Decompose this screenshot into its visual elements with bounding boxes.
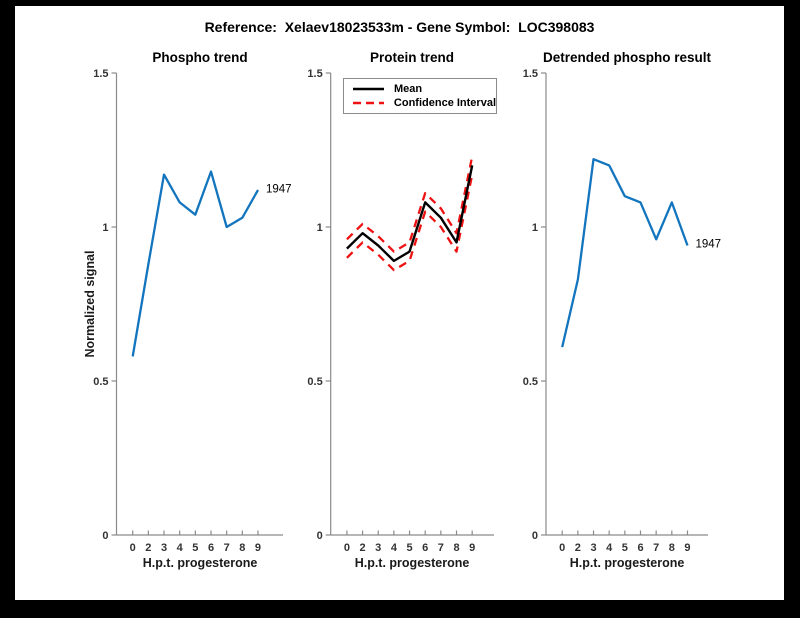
x-tick-label: 3 — [161, 542, 167, 554]
figure-title: Reference: Xelaev18023533m - Gene Symbol… — [204, 19, 595, 35]
y-tick-label: 0.5 — [523, 376, 538, 388]
x-tick-label: 9 — [684, 542, 690, 554]
x-axis-label: H.p.t. progesterone — [142, 556, 258, 570]
y-tick-label: 1.5 — [523, 68, 538, 80]
y-tick-label: 1 — [102, 222, 108, 234]
x-axis-label: H.p.t. progesterone — [354, 556, 470, 570]
y-tick-label: 0.5 — [93, 376, 108, 388]
x-tick-label: 6 — [422, 542, 428, 554]
legend: Mean Confidence Interval — [343, 78, 497, 114]
x-tick-label: 5 — [192, 542, 198, 554]
y-tick-label: 1 — [317, 222, 323, 234]
x-tick-label: 8 — [669, 542, 675, 554]
x-tick-label: 6 — [208, 542, 214, 554]
series-line-dashed — [346, 174, 474, 272]
y-tick-label: 0 — [532, 530, 538, 542]
x-tick-label: 2 — [145, 542, 151, 554]
x-tick-label: 7 — [653, 542, 659, 554]
y-tick-label: 1.5 — [93, 68, 108, 80]
series-line-solid — [561, 158, 689, 348]
x-tick-label: 7 — [438, 542, 444, 554]
series-line-dashed — [346, 155, 474, 253]
y-tick-label: 0.5 — [307, 376, 322, 388]
x-tick-label: 6 — [637, 542, 643, 554]
y-tick-label: 1 — [532, 222, 538, 234]
x-tick-label: 3 — [375, 542, 381, 554]
x-tick-label: 0 — [344, 542, 350, 554]
chart2-title: Protein trend — [369, 50, 454, 65]
x-tick-label: 9 — [255, 542, 261, 554]
mean-line-sample-icon — [353, 87, 384, 91]
confidence-interval-line-sample-icon — [353, 101, 384, 105]
x-tick-label: 7 — [224, 542, 230, 554]
chart1-title: Phospho trend — [152, 50, 248, 65]
x-tick-label: 5 — [406, 542, 412, 554]
x-tick-label: 3 — [590, 542, 596, 554]
plots-svg: 00.511.50 2 3 4 5 6 7 8 900.511.50 2 3 4 5 6 7 8 900.511… — [93, 68, 708, 554]
x-tick-label: 0 — [559, 542, 565, 554]
y-tick-label: 0 — [102, 530, 108, 542]
series-end-annotation: 1947 — [265, 183, 292, 196]
y-tick-label: 0 — [317, 530, 323, 542]
legend-entry-mean: Mean — [344, 83, 496, 95]
figure-canvas: Reference: Xelaev18023533m - Gene Symbol… — [15, 6, 784, 600]
x-tick-label: 4 — [177, 542, 184, 554]
chart3-title: Detrended phospho result — [542, 50, 711, 65]
x-tick-label: 9 — [469, 542, 475, 554]
x-tick-label: 2 — [359, 542, 365, 554]
legend-label-mean: Mean — [394, 83, 423, 95]
x-tick-label: 5 — [622, 542, 628, 554]
legend-label-confidence-interval: Confidence Interval — [393, 97, 496, 109]
legend-entry-confidence-interval: Confidence Interval — [344, 97, 496, 109]
y-tick-label: 1.5 — [307, 68, 322, 80]
x-tick-label: 8 — [453, 542, 459, 554]
series-line-solid — [131, 170, 260, 357]
x-tick-label: 2 — [575, 542, 581, 554]
x-axis-label: H.p.t. progesterone — [569, 556, 685, 570]
x-tick-label: 8 — [239, 542, 245, 554]
series-end-annotation: 1947 — [695, 238, 722, 251]
x-tick-label: 0 — [130, 542, 136, 554]
x-tick-label: 4 — [391, 542, 398, 554]
series-line-solid — [346, 165, 474, 263]
x-tick-label: 4 — [606, 542, 613, 554]
